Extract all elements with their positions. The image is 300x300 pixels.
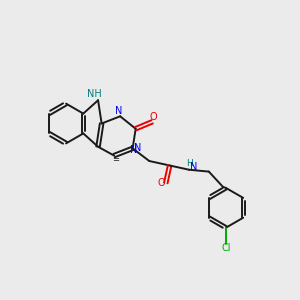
Text: N: N [134, 142, 142, 153]
Text: O: O [150, 112, 158, 122]
Text: Cl: Cl [221, 243, 231, 253]
Text: O: O [158, 178, 165, 188]
Text: N: N [190, 162, 197, 172]
Text: N: N [130, 145, 138, 155]
Text: =: = [112, 155, 119, 164]
Text: NH: NH [87, 89, 102, 99]
Text: H: H [186, 159, 192, 168]
Text: N: N [115, 106, 122, 116]
